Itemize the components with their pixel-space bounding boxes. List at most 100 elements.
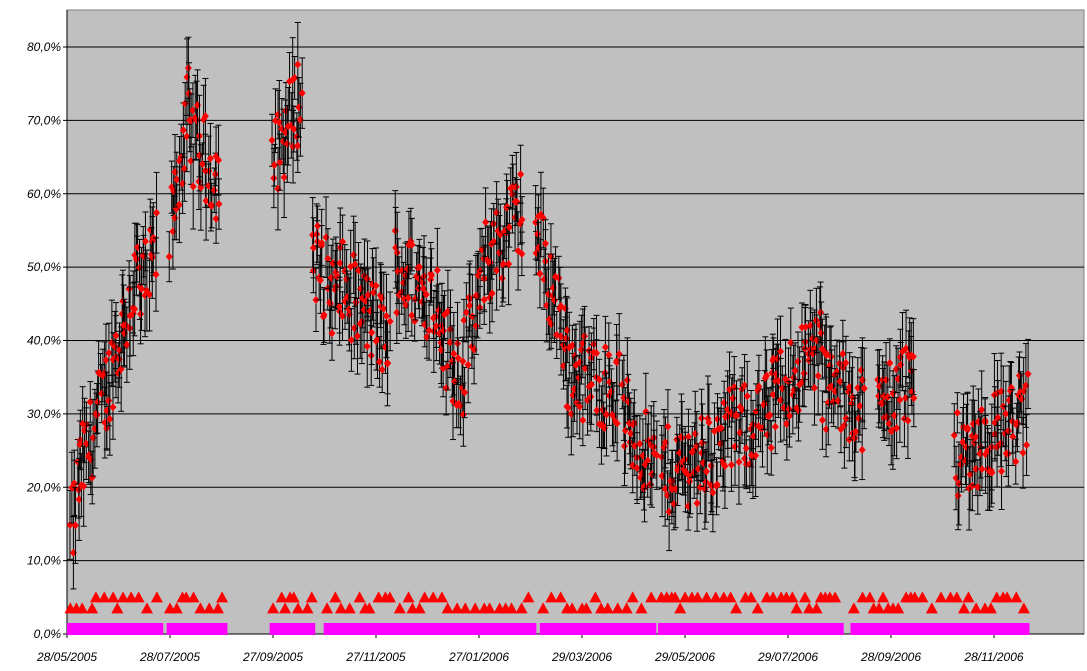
data-point <box>852 427 860 436</box>
event-triangle <box>786 591 799 603</box>
event-triangle <box>203 602 216 614</box>
data-point <box>473 291 481 300</box>
data-point <box>212 214 220 223</box>
event-triangle <box>724 591 737 603</box>
data-point <box>268 136 276 145</box>
data-point <box>338 312 346 321</box>
data-point <box>1024 369 1032 378</box>
data-point <box>290 125 298 134</box>
event-triangle <box>111 602 124 614</box>
event-triangle <box>132 591 145 603</box>
event-triangle <box>645 591 658 603</box>
event-triangle <box>545 591 558 603</box>
data-point <box>386 317 394 326</box>
data-point <box>642 407 650 416</box>
data-point <box>201 112 209 121</box>
y-tick-label: 40,0% <box>27 334 61 348</box>
data-point <box>904 416 912 425</box>
data-point <box>771 422 779 431</box>
data-point <box>836 377 844 386</box>
data-point <box>508 190 516 199</box>
data-point <box>742 444 750 453</box>
data-point <box>727 460 735 469</box>
x-tick-label: 28/07/2005 <box>139 650 200 664</box>
data-point <box>953 408 961 417</box>
data-point <box>708 482 716 491</box>
event-triangle <box>957 602 970 614</box>
period-bar <box>166 623 228 635</box>
event-triangle <box>537 602 550 614</box>
data-point <box>175 200 183 209</box>
event-triangle <box>98 591 111 603</box>
data-point <box>1005 426 1013 435</box>
data-point <box>419 278 427 287</box>
data-point <box>425 326 433 335</box>
y-tick-label: 10,0% <box>27 554 61 568</box>
data-point <box>184 63 192 72</box>
event-triangle <box>611 602 624 614</box>
event-triangle <box>873 602 886 614</box>
data-point <box>347 335 355 344</box>
data-point <box>466 301 474 310</box>
data-point <box>88 473 96 482</box>
data-point <box>786 411 794 420</box>
event-triangle <box>626 591 639 603</box>
data-point <box>333 272 341 281</box>
data-point <box>767 443 775 452</box>
event-triangle <box>459 602 472 614</box>
data-point <box>289 142 297 151</box>
data-point <box>70 479 78 488</box>
data-point <box>493 266 501 275</box>
event-triangle <box>76 602 89 614</box>
data-point <box>318 239 326 248</box>
data-point <box>1002 409 1010 418</box>
event-triangle <box>810 602 823 614</box>
data-point <box>111 342 119 351</box>
data-point <box>141 237 149 246</box>
event-triangle <box>798 591 811 603</box>
data-point <box>383 359 391 368</box>
event-triangle <box>829 591 842 603</box>
period-bar <box>269 623 316 635</box>
event-triangle <box>194 602 207 614</box>
data-point <box>459 410 467 419</box>
data-point <box>959 438 967 447</box>
event-triangle <box>709 591 722 603</box>
data-point <box>202 196 210 205</box>
plot-area <box>66 9 1085 635</box>
data-point <box>886 358 894 367</box>
data-point <box>206 154 214 163</box>
data-point <box>902 344 910 353</box>
data-point <box>581 364 589 373</box>
x-tick-label: 27/09/2005 <box>242 650 303 664</box>
data-point <box>179 126 187 135</box>
data-point <box>320 310 328 319</box>
data-point <box>105 348 113 357</box>
data-point <box>93 411 101 420</box>
event-triangle <box>117 591 130 603</box>
data-point <box>339 237 347 246</box>
data-point <box>738 405 746 414</box>
data-point <box>800 369 808 378</box>
data-point <box>636 439 644 448</box>
data-point <box>408 240 416 249</box>
data-point <box>896 395 904 404</box>
data-point <box>839 349 847 358</box>
data-point <box>615 350 623 359</box>
data-point <box>486 258 494 267</box>
event-triangle <box>767 591 780 603</box>
event-triangle <box>483 602 496 614</box>
data-point <box>661 438 669 447</box>
data-point <box>593 349 601 358</box>
y-tick-label: 60,0% <box>27 187 61 201</box>
data-point <box>499 259 507 268</box>
data-point <box>602 410 610 419</box>
event-triangle <box>427 591 440 603</box>
event-triangle <box>451 602 464 614</box>
data-point <box>613 358 621 367</box>
data-point <box>717 424 725 433</box>
event-triangle <box>292 602 305 614</box>
data-point <box>555 273 563 282</box>
data-point <box>714 415 722 424</box>
